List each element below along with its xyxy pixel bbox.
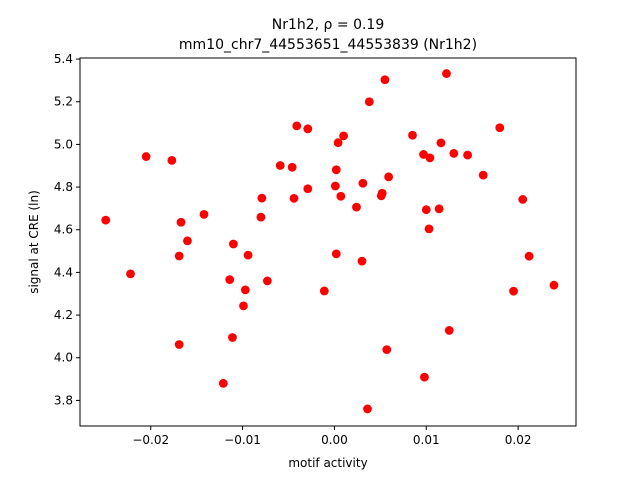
data-points (101, 69, 559, 414)
data-point (425, 153, 435, 163)
y-tick-label: 5.4 (54, 52, 73, 66)
x-tick-label: −0.01 (224, 433, 261, 447)
data-point (240, 285, 250, 295)
data-point (287, 162, 297, 172)
y-tick-label: 4.2 (54, 308, 73, 322)
data-point (333, 138, 343, 148)
data-point (330, 181, 340, 191)
data-point (292, 121, 302, 131)
data-point (384, 172, 394, 182)
data-point (183, 236, 192, 246)
data-point (352, 202, 361, 212)
data-point (424, 224, 434, 234)
data-point (363, 404, 372, 414)
data-point (408, 130, 417, 140)
x-axis-label: motif activity (288, 456, 367, 470)
data-point (358, 178, 368, 188)
data-point (275, 161, 285, 170)
data-point (218, 378, 228, 388)
data-point (478, 170, 488, 180)
data-point (509, 286, 518, 296)
data-point (380, 75, 390, 85)
data-point (449, 148, 459, 158)
y-tick-label: 3.8 (54, 393, 73, 407)
data-point (101, 215, 111, 225)
data-point (549, 280, 559, 290)
data-point (262, 276, 272, 286)
data-point (141, 152, 151, 161)
data-point (357, 256, 367, 266)
data-point (436, 138, 446, 148)
y-tick-label: 4.4 (54, 265, 73, 279)
chart-title-line1: Nr1h2, ρ = 0.19 (272, 17, 385, 33)
data-point (336, 191, 346, 201)
data-point (319, 286, 329, 296)
data-point (225, 275, 235, 285)
data-point (174, 340, 184, 349)
data-point (463, 150, 473, 160)
y-tick-label: 5.2 (54, 95, 73, 109)
y-axis-ticks: 3.8 4.0 4.2 4.4 4.6 4.8 5.0 5.2 5.4 (54, 52, 80, 407)
data-point (228, 333, 237, 342)
data-point (420, 372, 429, 382)
data-point (364, 97, 374, 107)
data-point (331, 249, 341, 259)
y-tick-label: 4.0 (54, 351, 73, 365)
x-tick-label: 0.02 (505, 433, 532, 447)
y-tick-label: 4.8 (54, 180, 73, 194)
data-point (228, 239, 238, 249)
data-point (289, 193, 299, 203)
data-point (199, 209, 209, 219)
data-point (421, 205, 431, 215)
data-point (303, 184, 313, 194)
data-point (518, 195, 528, 204)
data-point (239, 301, 248, 311)
data-point (176, 217, 186, 227)
x-tick-label: 0.00 (321, 433, 348, 447)
data-point (174, 251, 184, 261)
data-point (442, 69, 451, 78)
plot-area-frame (79, 57, 577, 427)
data-point (331, 165, 341, 175)
data-point (167, 156, 177, 165)
data-point (382, 345, 392, 355)
data-point (377, 188, 387, 198)
data-point (257, 193, 267, 203)
y-tick-label: 5.0 (54, 137, 73, 151)
data-point (495, 123, 505, 133)
data-point (303, 124, 313, 134)
data-point (339, 131, 349, 141)
y-tick-label: 4.6 (54, 223, 73, 237)
data-point (444, 326, 454, 335)
data-point (243, 250, 253, 260)
y-axis-label: signal at CRE (ln) (27, 190, 41, 294)
chart-title-line2: mm10_chr7_44553651_44553839 (Nr1h2) (179, 37, 477, 53)
x-tick-label: 0.01 (413, 433, 440, 447)
x-axis-ticks: −0.02 −0.01 0.00 0.01 0.02 (132, 426, 531, 447)
x-tick-label: −0.02 (132, 433, 169, 447)
data-point (434, 204, 444, 214)
data-point (524, 251, 534, 261)
data-point (126, 269, 135, 279)
data-point (256, 212, 266, 222)
